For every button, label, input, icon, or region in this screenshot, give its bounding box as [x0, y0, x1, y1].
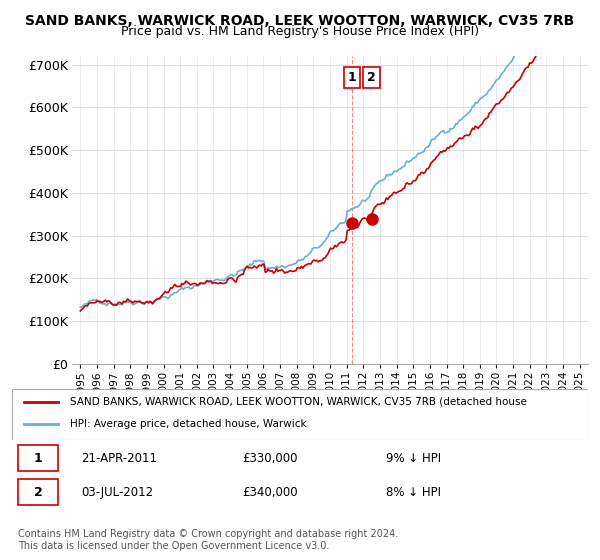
Text: 8% ↓ HPI: 8% ↓ HPI — [386, 486, 442, 498]
Text: SAND BANKS, WARWICK ROAD, LEEK WOOTTON, WARWICK, CV35 7RB (detached house: SAND BANKS, WARWICK ROAD, LEEK WOOTTON, … — [70, 397, 526, 407]
Text: Price paid vs. HM Land Registry's House Price Index (HPI): Price paid vs. HM Land Registry's House … — [121, 25, 479, 38]
Text: HPI: Average price, detached house, Warwick: HPI: Average price, detached house, Warw… — [70, 419, 306, 430]
FancyBboxPatch shape — [18, 445, 58, 472]
Text: 03-JUL-2012: 03-JUL-2012 — [81, 486, 153, 498]
Text: £330,000: £330,000 — [242, 451, 298, 465]
FancyBboxPatch shape — [12, 389, 588, 440]
Text: 2: 2 — [34, 486, 42, 498]
Text: 9% ↓ HPI: 9% ↓ HPI — [386, 451, 442, 465]
Text: 2: 2 — [367, 71, 376, 84]
Text: Contains HM Land Registry data © Crown copyright and database right 2024.
This d: Contains HM Land Registry data © Crown c… — [18, 529, 398, 551]
Text: 1: 1 — [34, 451, 42, 465]
Text: 1: 1 — [347, 71, 356, 84]
Text: 21-APR-2011: 21-APR-2011 — [81, 451, 157, 465]
Text: £340,000: £340,000 — [242, 486, 298, 498]
FancyBboxPatch shape — [18, 479, 58, 505]
Text: SAND BANKS, WARWICK ROAD, LEEK WOOTTON, WARWICK, CV35 7RB: SAND BANKS, WARWICK ROAD, LEEK WOOTTON, … — [25, 14, 575, 28]
